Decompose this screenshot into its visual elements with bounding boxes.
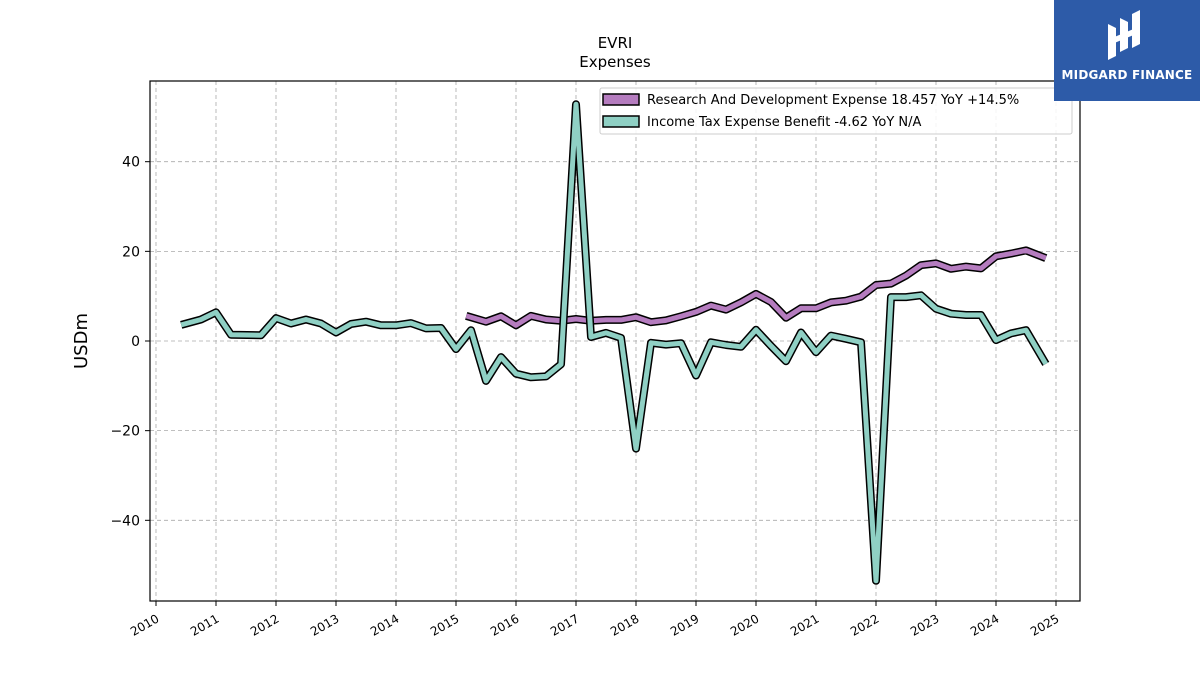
y-axis-label: USDm	[71, 313, 92, 369]
x-tick-label: 2015	[428, 611, 461, 638]
x-tick-label: 2023	[908, 611, 941, 638]
series-outline-1	[180, 100, 1050, 585]
x-tick-label: 2025	[1028, 611, 1061, 638]
x-tick-label: 2018	[608, 611, 641, 638]
y-tick-label: −40	[110, 513, 140, 529]
y-tick-label: −20	[110, 424, 140, 440]
midgard-logo-icon	[1108, 10, 1140, 60]
x-tick-label: 2014	[368, 611, 401, 638]
legend-label-rnd: Research And Development Expense 18.457 …	[647, 93, 1019, 108]
x-tick-label: 2021	[788, 611, 821, 638]
chart-title: EVRI	[598, 34, 633, 52]
legend-swatch-tax	[602, 115, 640, 128]
legend-box	[599, 87, 1073, 135]
x-tick-label: 2020	[728, 611, 761, 638]
brand-name: MIDGARD FINANCE	[1061, 68, 1193, 82]
series-lines	[180, 100, 1050, 585]
legend: Research And Development Expense 18.457 …	[599, 87, 1073, 135]
brand-logo: MIDGARD FINANCE	[1054, 0, 1200, 101]
x-tick-label: 2013	[308, 611, 341, 638]
legend-swatch-rnd	[602, 93, 640, 106]
series-line-1	[180, 101, 1048, 584]
chart-subtitle: Expenses	[579, 53, 651, 71]
x-tick-label: 2024	[968, 611, 1001, 638]
y-tick-label: 20	[122, 244, 140, 260]
x-tick-label: 2012	[248, 611, 281, 638]
x-tick-label: 2022	[848, 611, 881, 638]
y-tick-label: 40	[122, 155, 140, 171]
x-tick-label: 2017	[548, 611, 581, 638]
x-tick-label: 2010	[128, 611, 161, 638]
x-tick-label: 2019	[668, 611, 701, 638]
y-tick-label: 0	[131, 334, 140, 350]
grid	[150, 81, 1080, 601]
x-tick-label: 2011	[188, 611, 221, 638]
x-tick-label: 2016	[488, 611, 521, 638]
legend-label-tax: Income Tax Expense Benefit -4.62 YoY N/A	[647, 115, 922, 130]
y-axis: −40 −20 0 20 40	[110, 155, 150, 529]
x-axis: 2010 2011 2012 2013 2014 2015 2016 2017 2018 2019…	[128, 601, 1062, 639]
